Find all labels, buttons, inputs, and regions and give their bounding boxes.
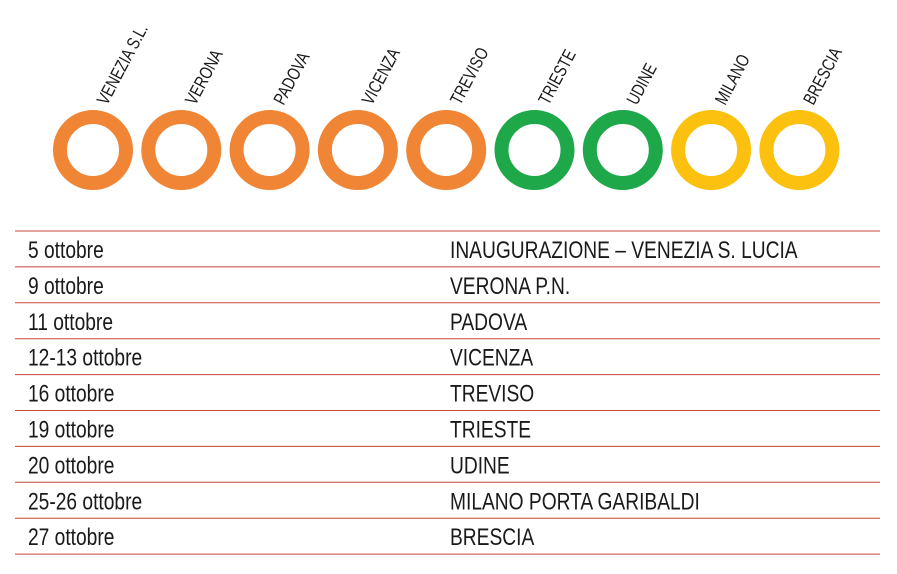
station-label: UDINE: [623, 60, 661, 108]
station-label: BRESCIA: [800, 44, 847, 108]
station-label: VICENZA: [358, 45, 404, 108]
date-cell: 20 ottobre: [28, 451, 114, 479]
date-cell: 9 ottobre: [28, 272, 104, 300]
station-label: VENEZIA S.L.: [93, 21, 152, 108]
station-ring: [406, 110, 487, 190]
station-label: TREVISO: [446, 44, 493, 108]
station-ring: [582, 110, 663, 190]
station-ring: [671, 110, 752, 190]
place-cell: TREVISO: [450, 380, 534, 408]
date-cell: 16 ottobre: [28, 380, 114, 408]
station-label: TRIESTE: [535, 46, 581, 108]
station-ring: [317, 110, 398, 190]
station-ring: [494, 110, 575, 190]
station-ring: [759, 110, 840, 190]
station-label: MILANO: [711, 51, 754, 108]
place-cell: VERONA P.N.: [450, 272, 570, 300]
date-cell: 11 ottobre: [28, 308, 113, 336]
station-label: VERONA: [182, 46, 228, 108]
place-cell: PADOVA: [450, 308, 528, 336]
place-cell: BRESCIA: [450, 523, 535, 551]
date-cell: 19 ottobre: [28, 415, 114, 443]
station-ring: [229, 110, 310, 190]
station-ring: [53, 110, 133, 190]
place-cell: INAUGURAZIONE – VENEZIA S. LUCIA: [450, 236, 798, 264]
date-cell: 12-13 ottobre: [28, 344, 142, 372]
date-cell: 25-26 ottobre: [28, 487, 142, 515]
place-cell: TRIESTE: [450, 415, 531, 443]
place-cell: VICENZA: [450, 344, 534, 372]
place-cell: MILANO PORTA GARIBALDI: [450, 487, 700, 515]
station-label: PADOVA: [270, 49, 314, 108]
station-ring: [141, 110, 222, 190]
date-cell: 27 ottobre: [28, 523, 114, 551]
date-cell: 5 ottobre: [28, 236, 104, 264]
place-cell: UDINE: [450, 451, 510, 479]
